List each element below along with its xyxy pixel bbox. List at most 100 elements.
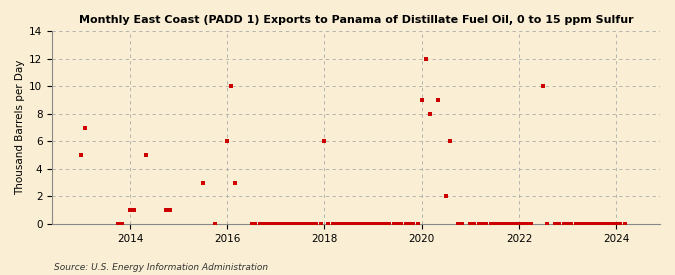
Point	[307, 222, 318, 226]
Point	[502, 222, 512, 226]
Point	[80, 125, 90, 130]
Point	[587, 222, 597, 226]
Point	[210, 222, 221, 226]
Point	[591, 222, 601, 226]
Point	[570, 222, 581, 226]
Point	[295, 222, 306, 226]
Y-axis label: Thousand Barrels per Day: Thousand Barrels per Day	[15, 60, 25, 195]
Point	[404, 222, 415, 226]
Point	[364, 222, 375, 226]
Point	[542, 222, 553, 226]
Point	[445, 139, 456, 144]
Point	[250, 222, 261, 226]
Point	[554, 222, 565, 226]
Point	[566, 222, 577, 226]
Point	[453, 222, 464, 226]
Point	[611, 222, 622, 226]
Point	[522, 222, 533, 226]
Point	[327, 222, 338, 226]
Point	[558, 222, 569, 226]
Point	[128, 208, 139, 212]
Point	[279, 222, 290, 226]
Point	[562, 222, 573, 226]
Point	[246, 222, 257, 226]
Point	[433, 98, 443, 102]
Point	[607, 222, 618, 226]
Title: Monthly East Coast (PADD 1) Exports to Panama of Distillate Fuel Oil, 0 to 15 pp: Monthly East Coast (PADD 1) Exports to P…	[79, 15, 633, 25]
Point	[356, 222, 367, 226]
Point	[388, 222, 399, 226]
Point	[198, 180, 209, 185]
Text: Source: U.S. Energy Information Administration: Source: U.S. Energy Information Administ…	[54, 263, 268, 272]
Point	[425, 112, 435, 116]
Point	[376, 222, 387, 226]
Point	[615, 222, 626, 226]
Point	[323, 222, 333, 226]
Point	[254, 222, 265, 226]
Point	[473, 222, 484, 226]
Point	[113, 222, 124, 226]
Point	[574, 222, 585, 226]
Point	[165, 208, 176, 212]
Point	[161, 208, 172, 212]
Point	[493, 222, 504, 226]
Point	[371, 222, 382, 226]
Point	[465, 222, 476, 226]
Point	[550, 222, 561, 226]
Point	[310, 222, 321, 226]
Point	[481, 222, 492, 226]
Point	[412, 222, 423, 226]
Point	[489, 222, 500, 226]
Point	[421, 57, 431, 61]
Point	[344, 222, 354, 226]
Point	[457, 222, 468, 226]
Point	[225, 84, 236, 89]
Point	[286, 222, 297, 226]
Point	[298, 222, 309, 226]
Point	[331, 222, 342, 226]
Point	[352, 222, 362, 226]
Point	[510, 222, 520, 226]
Point	[359, 222, 370, 226]
Point	[603, 222, 614, 226]
Point	[315, 222, 326, 226]
Point	[506, 222, 516, 226]
Point	[497, 222, 508, 226]
Point	[271, 222, 281, 226]
Point	[538, 84, 549, 89]
Point	[116, 222, 127, 226]
Point	[392, 222, 403, 226]
Point	[291, 222, 302, 226]
Point	[230, 180, 241, 185]
Point	[340, 222, 350, 226]
Point	[400, 222, 411, 226]
Point	[259, 222, 269, 226]
Point	[477, 222, 488, 226]
Point	[283, 222, 294, 226]
Point	[319, 139, 330, 144]
Point	[583, 222, 593, 226]
Point	[368, 222, 379, 226]
Point	[396, 222, 407, 226]
Point	[347, 222, 358, 226]
Point	[383, 222, 394, 226]
Point	[125, 208, 136, 212]
Point	[408, 222, 419, 226]
Point	[335, 222, 346, 226]
Point	[416, 98, 427, 102]
Point	[518, 222, 529, 226]
Point	[485, 222, 496, 226]
Point	[303, 222, 314, 226]
Point	[76, 153, 86, 157]
Point	[262, 222, 273, 226]
Point	[526, 222, 537, 226]
Point	[267, 222, 277, 226]
Point	[380, 222, 391, 226]
Point	[274, 222, 285, 226]
Point	[619, 222, 630, 226]
Point	[441, 194, 452, 199]
Point	[514, 222, 524, 226]
Point	[140, 153, 151, 157]
Point	[469, 222, 480, 226]
Point	[599, 222, 610, 226]
